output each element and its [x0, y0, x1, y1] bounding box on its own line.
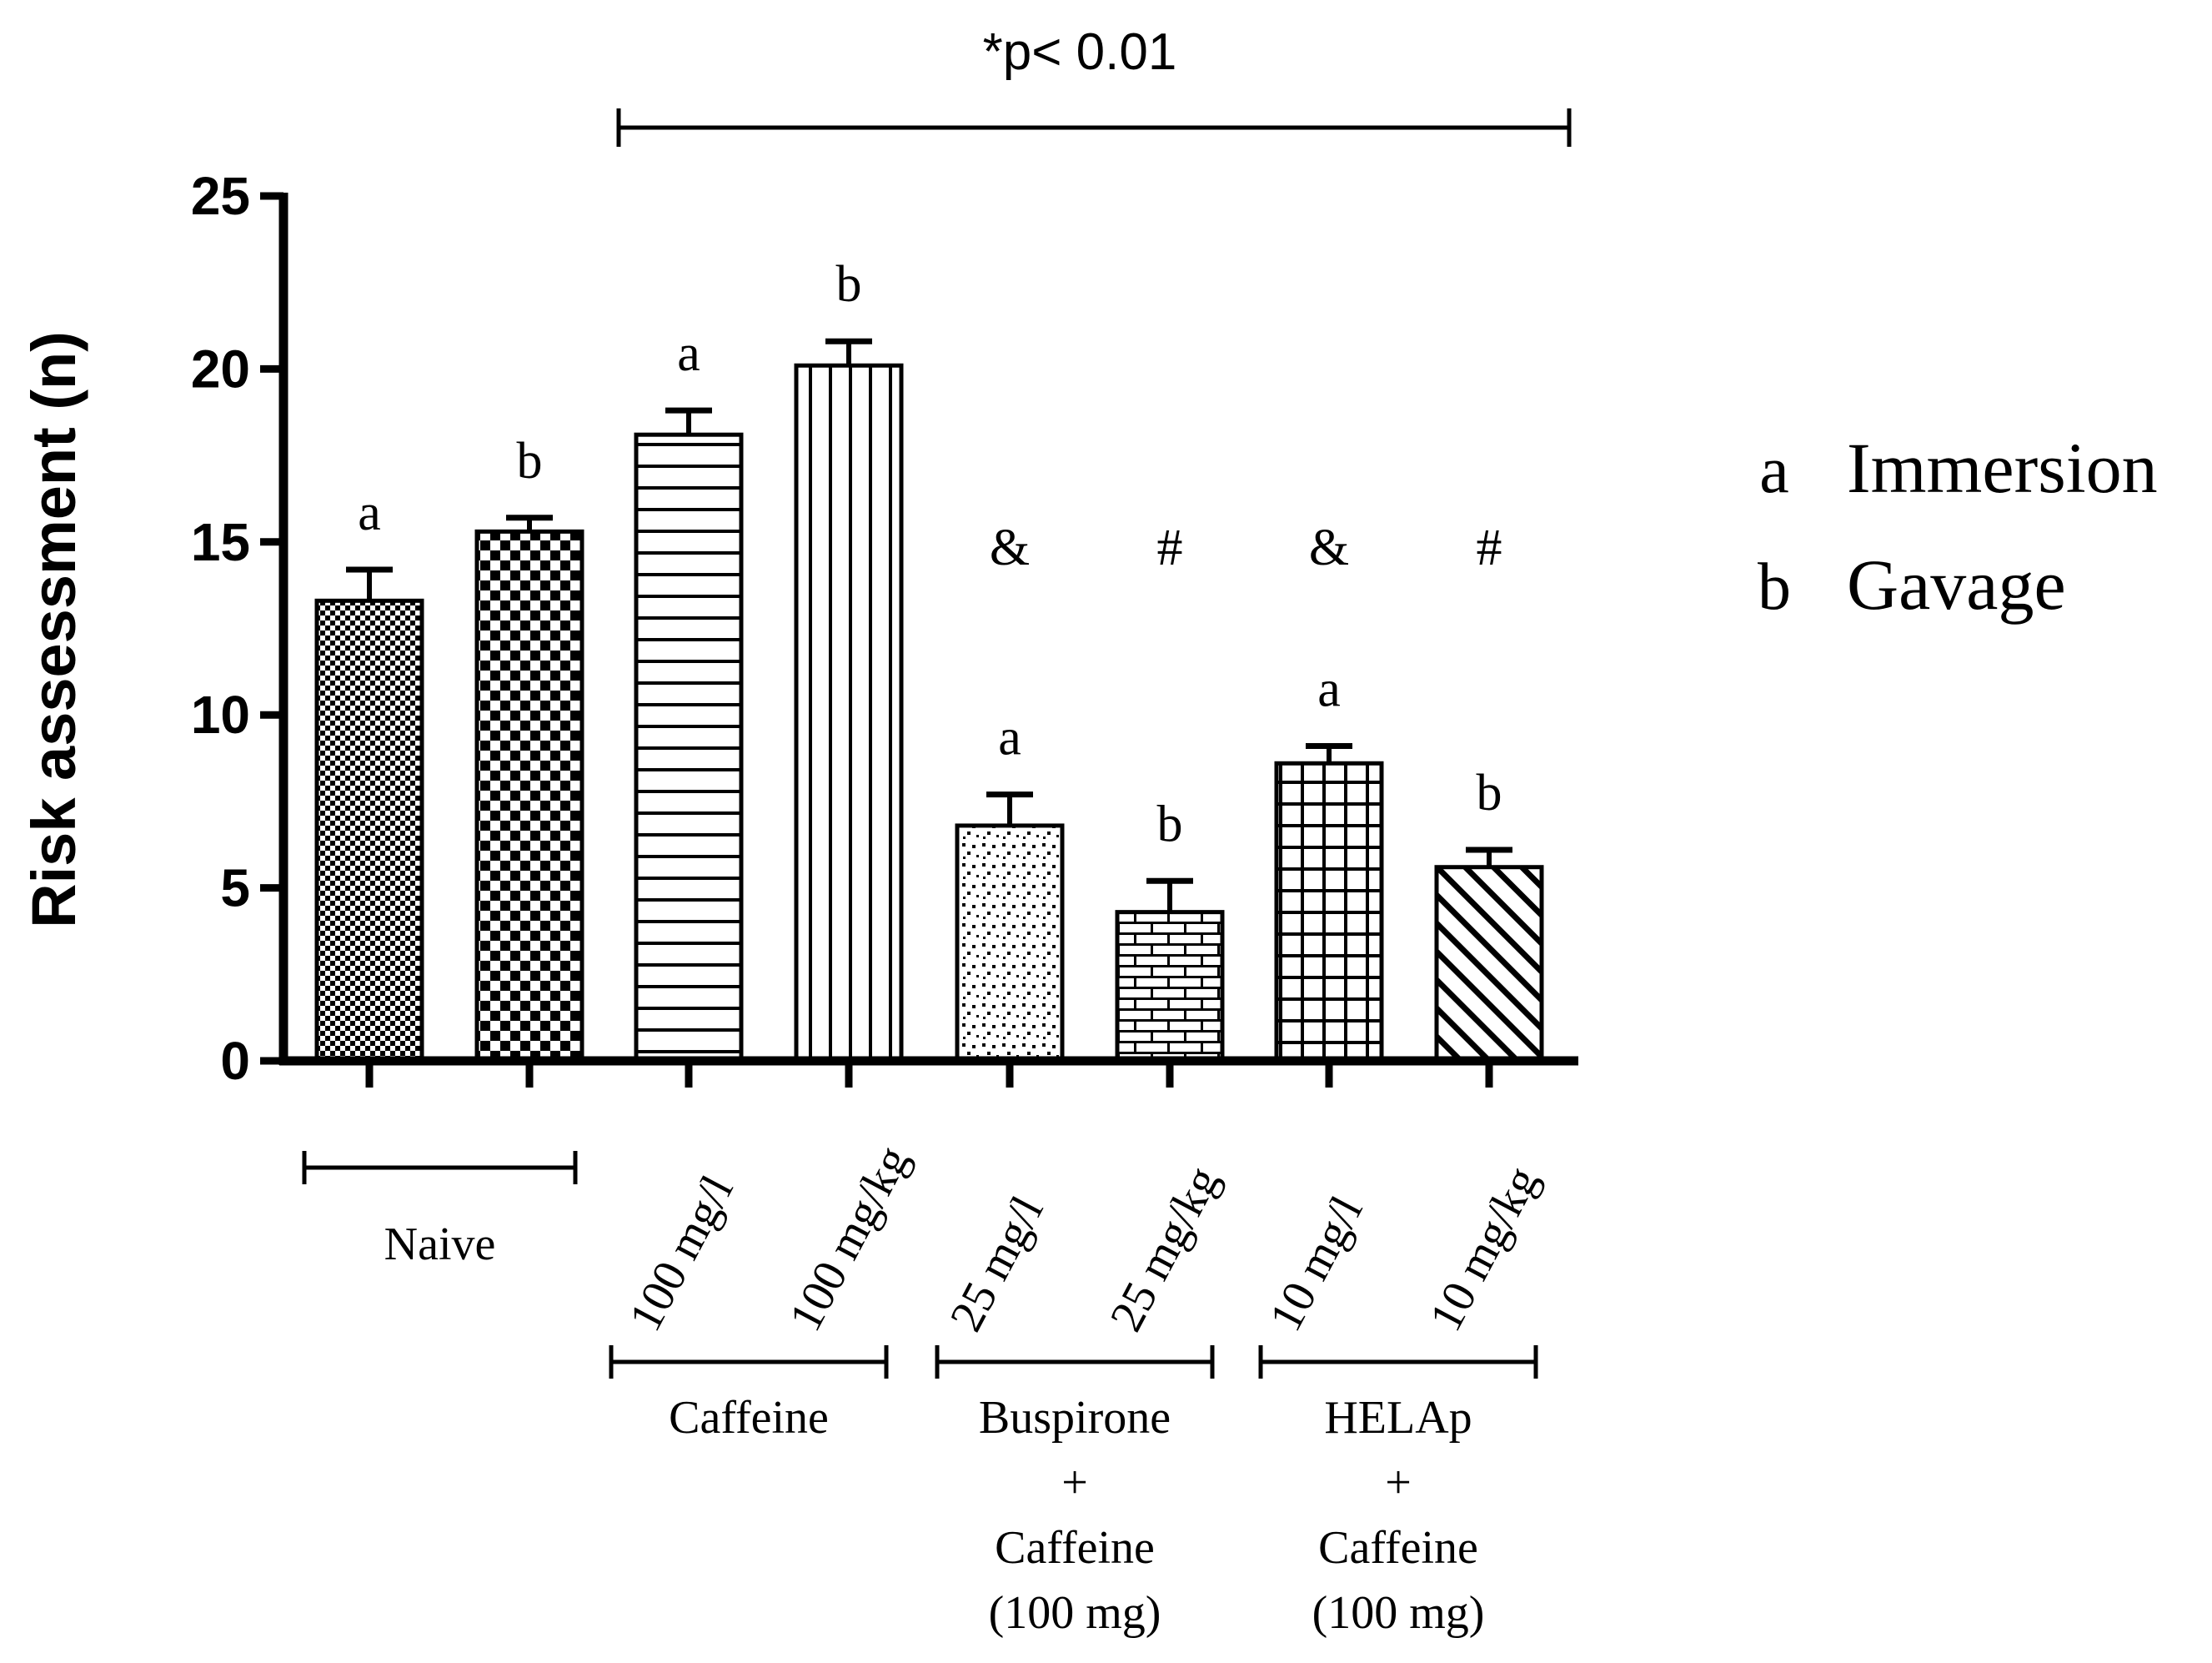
group-label-3-line-0: HELAp	[1324, 1392, 1472, 1444]
route-letter-0: a	[358, 485, 381, 541]
bar-1	[474, 529, 584, 1063]
legend-key-1: b	[1758, 550, 1791, 624]
significance-mark-7: #	[1477, 520, 1502, 576]
group-label-2-line-3: (100 mg)	[989, 1587, 1161, 1639]
bar-4	[955, 823, 1065, 1063]
y-tick-label-3: 15	[191, 512, 250, 572]
bar-7	[1434, 865, 1544, 1063]
bar-6	[1274, 761, 1384, 1063]
y-axis-title: Risk assessment (n)	[19, 331, 88, 928]
dose-label-6: 10 mg/l	[1260, 1188, 1373, 1340]
dose-label-5: 25 mg/kg	[1101, 1158, 1230, 1339]
group-label-3-line-1: +	[1385, 1457, 1412, 1509]
route-letter-6: a	[1317, 661, 1341, 718]
bar-0	[314, 598, 424, 1063]
y-tick-label-5: 25	[191, 166, 250, 226]
legend-label-1: Gavage	[1847, 545, 2066, 625]
group-label-3-line-3: (100 mg)	[1312, 1587, 1485, 1639]
y-tick-label-1: 5	[220, 858, 250, 918]
route-letter-3: b	[836, 256, 862, 313]
y-tick-label-2: 10	[191, 685, 250, 745]
significance-mark-6: &	[1309, 520, 1349, 576]
dose-label-4: 25 mg/l	[940, 1188, 1054, 1340]
group-label-2-line-1: +	[1061, 1457, 1088, 1509]
legend-label-0: Immersion	[1847, 428, 2158, 508]
dose-label-7: 10 mg/kg	[1420, 1158, 1549, 1339]
dose-label-2: 100 mg/l	[619, 1168, 744, 1339]
route-letter-1: b	[517, 433, 543, 490]
route-letter-4: a	[998, 710, 1021, 766]
group-label-2-line-2: Caffeine	[995, 1522, 1155, 1574]
significance-mark-4: &	[990, 520, 1030, 576]
dose-label-3: 100 mg/kg	[780, 1138, 920, 1339]
bar-3	[794, 363, 904, 1063]
legend-key-0: a	[1759, 434, 1789, 507]
group-label-0-line-0: Naive	[384, 1218, 496, 1270]
y-tick-label-4: 20	[191, 339, 250, 399]
route-letter-2: a	[677, 325, 700, 382]
significance-label: *p< 0.01	[983, 23, 1177, 81]
group-label-3-line-2: Caffeine	[1318, 1522, 1478, 1574]
group-label-1-line-0: Caffeine	[669, 1392, 829, 1444]
y-tick-label-0: 0	[220, 1031, 250, 1091]
group-label-2-line-0: Buspirone	[979, 1392, 1171, 1444]
bar-2	[634, 432, 744, 1063]
route-letter-5: b	[1157, 796, 1183, 852]
bar-5	[1115, 910, 1225, 1063]
route-letter-7: b	[1477, 765, 1502, 821]
significance-mark-5: #	[1157, 520, 1183, 576]
